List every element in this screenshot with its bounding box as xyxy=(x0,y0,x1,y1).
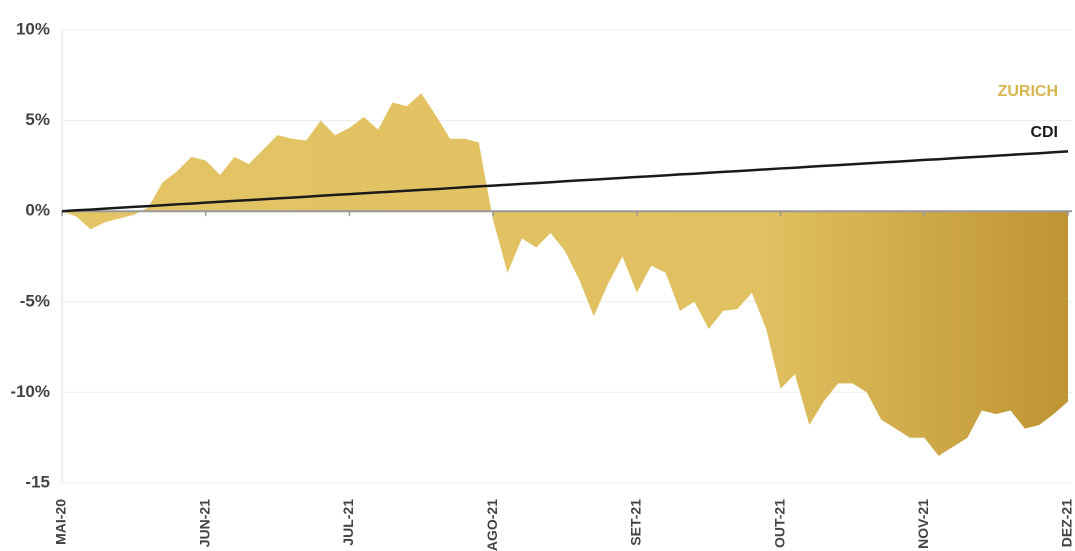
y-tick-label: 5% xyxy=(25,110,50,129)
area xyxy=(62,93,1068,456)
y-tick-label: 0% xyxy=(25,201,50,220)
x-tick-label: OUT-21 xyxy=(771,499,787,548)
x-tick-label: AGO-21 xyxy=(484,499,500,551)
series-label: ZURICH xyxy=(998,83,1058,100)
x-tick-label: DEZ-21 xyxy=(1059,499,1075,547)
x-tick-label: JUL-21 xyxy=(340,499,356,546)
x-tick-label: NOV-21 xyxy=(915,499,931,549)
line xyxy=(61,150,1069,213)
y-tick-label: -15 xyxy=(25,472,50,491)
y-tick-label: 10% xyxy=(16,19,50,38)
x-tick-label: JUN-21 xyxy=(196,499,212,547)
x-tick-label: MAI-20 xyxy=(53,499,69,545)
x-tick-label: SET-21 xyxy=(628,499,644,546)
y-tick-label: -10% xyxy=(10,382,50,401)
series-label: CDI xyxy=(1030,124,1058,141)
y-tick-label: -5% xyxy=(20,291,50,310)
